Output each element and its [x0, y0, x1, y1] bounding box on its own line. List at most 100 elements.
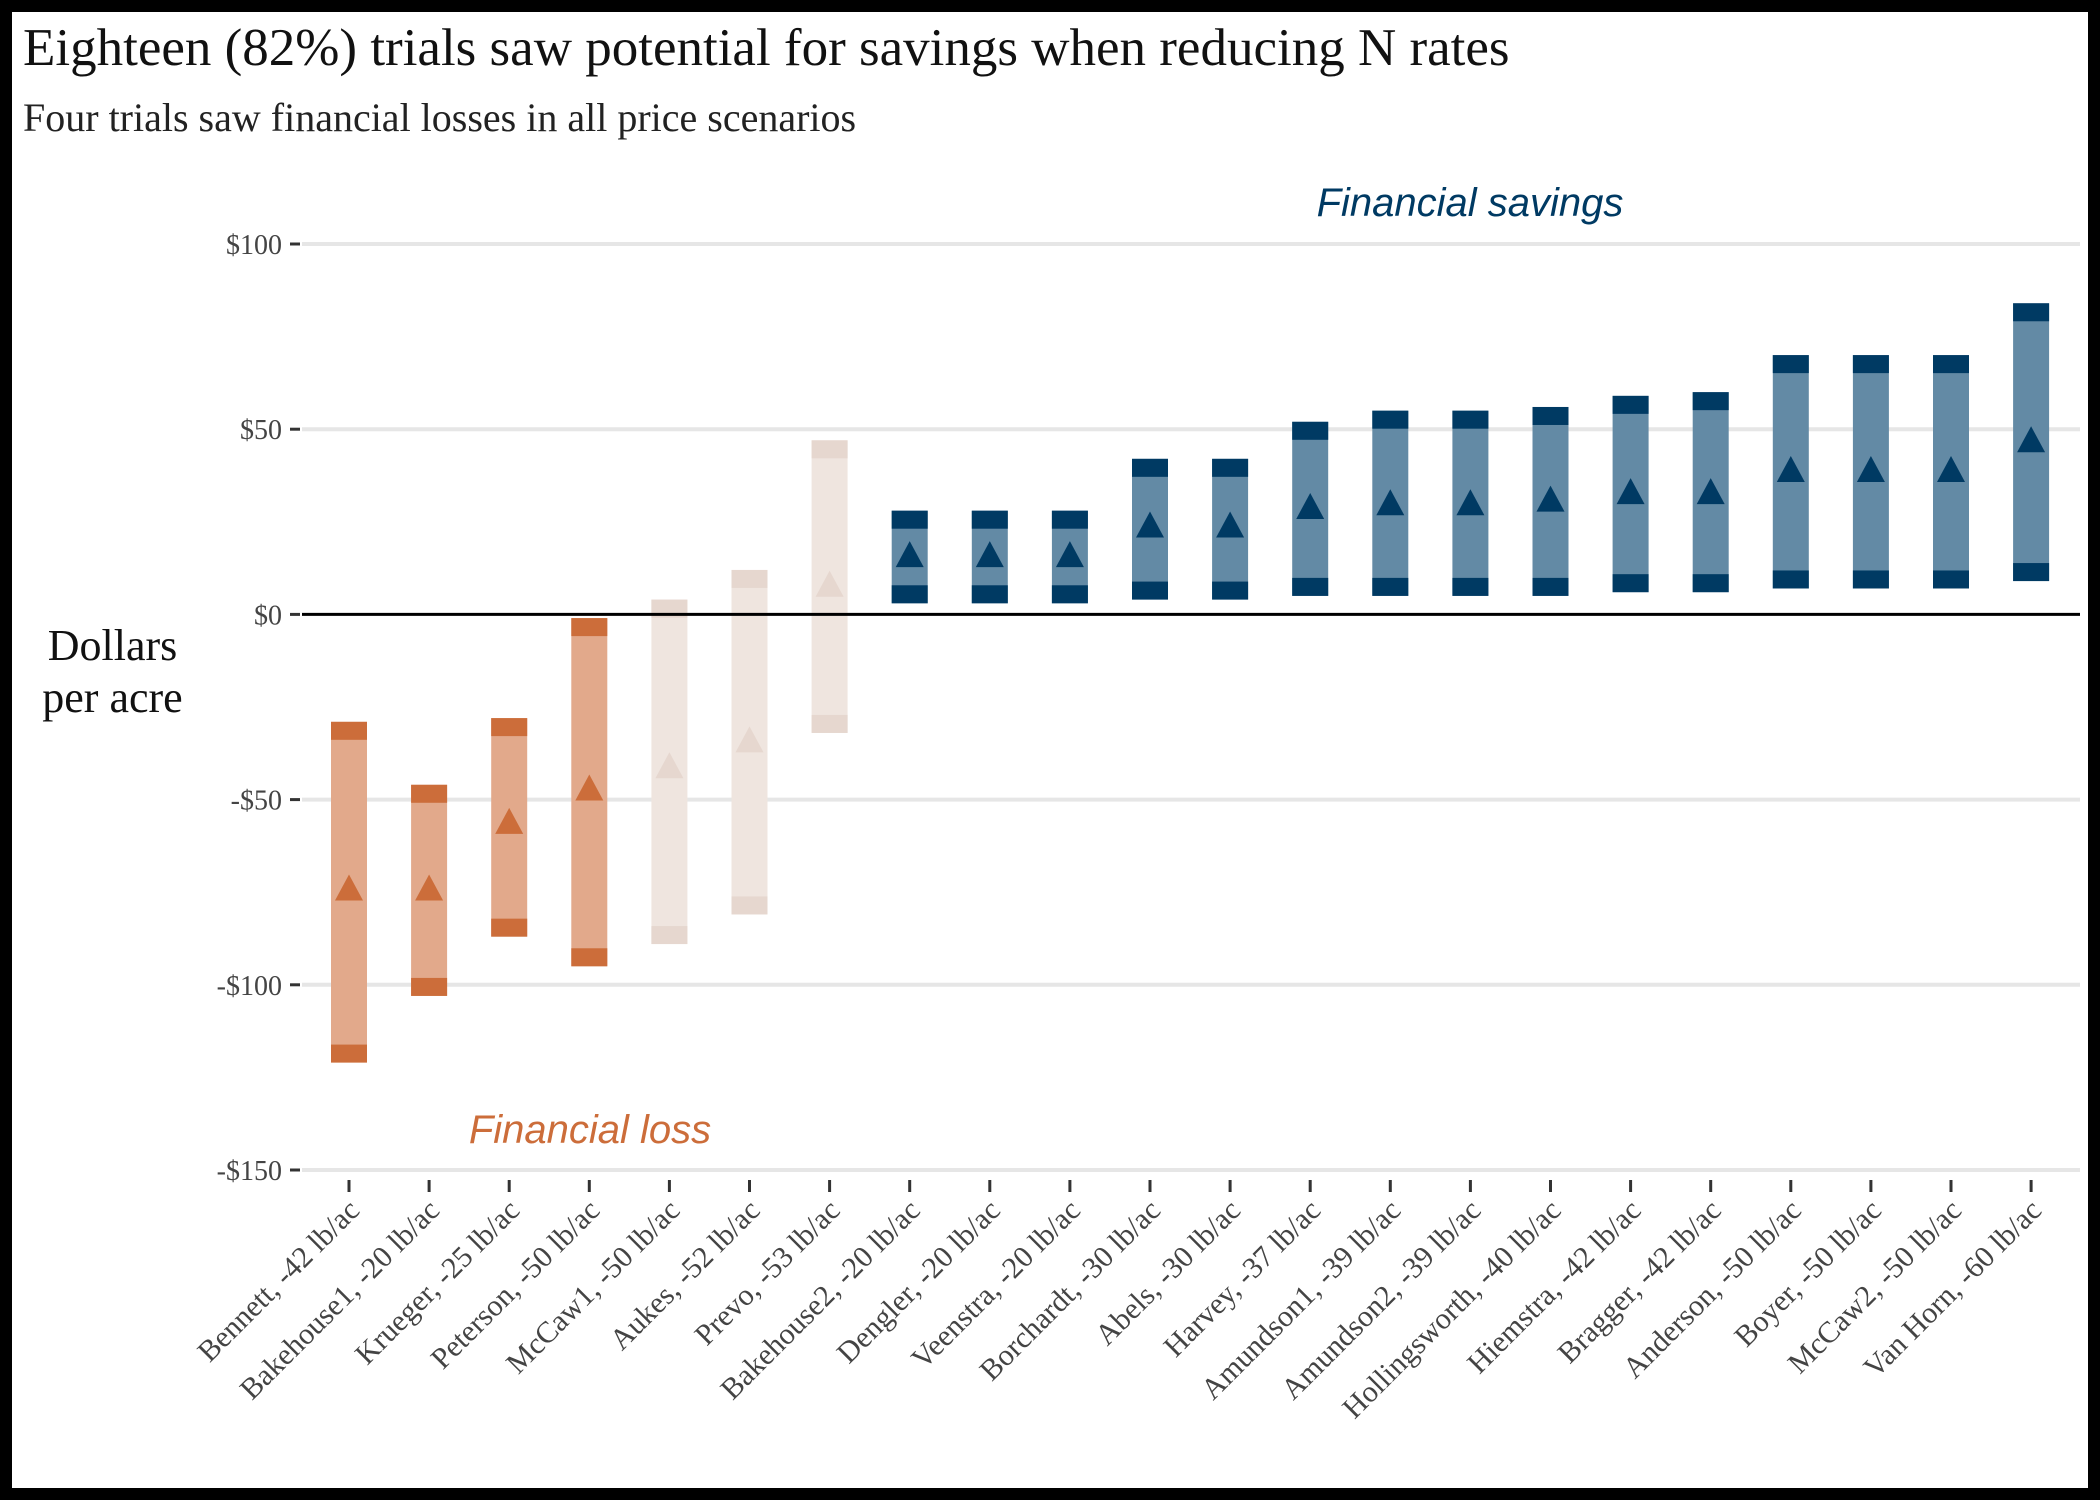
range-bar — [1612, 395, 1649, 593]
y-axis-label-line-2: per acre — [42, 673, 183, 722]
range-bar — [1132, 458, 1168, 600]
y-tick-label: -$150 — [217, 1156, 282, 1187]
midpoint-triangle-marker — [1376, 489, 1405, 516]
range-bar-low-cap — [651, 926, 688, 945]
annotation-financial-loss: Financial loss — [469, 1108, 711, 1152]
midpoint-triangle-marker — [735, 726, 764, 753]
range-bar — [1051, 510, 1088, 604]
bars — [331, 303, 2050, 1063]
range-bar-low-cap — [411, 977, 448, 996]
range-bar — [2013, 303, 2050, 582]
range-bar-high-cap — [1212, 458, 1249, 477]
range-bar-high-cap — [891, 510, 928, 529]
y-tick-label: $50 — [240, 415, 282, 446]
range-bar-low-cap — [1612, 574, 1649, 593]
range-bar — [811, 440, 848, 733]
midpoint-triangle-marker — [415, 874, 444, 901]
range-bar — [1372, 410, 1409, 596]
range-bar-high-cap — [571, 618, 608, 637]
range-bar-chart: $100 $50 $0 -$50 -$100 -$150 Bennett, -42 lb/… — [191, 181, 2080, 1425]
range-bar-high-cap — [1692, 392, 1729, 411]
y-axis-label-line-1: Dollars — [47, 621, 178, 670]
range-bar-low-cap — [1132, 581, 1168, 600]
range-bar — [1692, 392, 1729, 593]
midpoint-triangle-marker — [495, 807, 524, 834]
range-bar — [491, 718, 528, 937]
range-bar — [331, 721, 367, 1063]
range-bar-low-cap — [891, 585, 928, 604]
range-bar-low-cap — [331, 1044, 367, 1063]
midpoint-triangle-marker — [335, 874, 363, 901]
range-bar — [411, 784, 448, 996]
range-bar-high-cap — [411, 784, 448, 803]
midpoint-triangle-marker — [1216, 511, 1245, 538]
y-tick-label: -$100 — [217, 971, 282, 1002]
range-bar — [1532, 406, 1569, 596]
range-bar-high-cap — [1452, 410, 1489, 429]
gridlines — [302, 242, 2080, 1172]
range-bar — [651, 599, 688, 945]
range-bar-high-cap — [1532, 406, 1569, 425]
range-bar-low-cap — [811, 714, 848, 733]
range-bar-low-cap — [1772, 570, 1809, 589]
chart-subtitle: Four trials saw financial losses in all … — [23, 95, 857, 140]
range-bar — [1452, 410, 1489, 596]
midpoint-triangle-marker — [1696, 478, 1725, 505]
range-bar — [1852, 355, 1889, 589]
range-bar-high-cap — [1132, 458, 1168, 477]
midpoint-triangle-marker — [655, 752, 684, 779]
y-tick-label: -$50 — [231, 786, 282, 817]
range-bar-high-cap — [491, 718, 528, 737]
y-axis: $100 $50 $0 -$50 -$100 -$150 — [217, 230, 300, 1187]
chart-title: Eighteen (82%) trials saw potential for … — [23, 19, 1510, 77]
range-bar-low-cap — [2013, 563, 2050, 582]
y-axis-label: Dollars per acre — [20, 620, 205, 724]
range-bar — [571, 618, 608, 967]
midpoint-triangle-marker — [575, 774, 604, 801]
range-bar-high-cap — [1612, 395, 1649, 414]
midpoint-triangle-marker — [1456, 489, 1485, 516]
midpoint-triangle-marker — [1536, 485, 1565, 512]
y-tick-label: $0 — [254, 600, 282, 631]
midpoint-triangle-marker — [2017, 426, 2046, 453]
midpoint-triangle-marker — [1296, 492, 1325, 519]
range-bar — [1292, 421, 1329, 596]
range-bar — [971, 510, 1008, 604]
midpoint-triangle-marker — [1937, 455, 1965, 482]
range-bar-low-cap — [971, 585, 1008, 604]
range-bar-low-cap — [491, 918, 528, 937]
range-bar-high-cap — [2013, 303, 2050, 322]
range-bar-high-cap — [1852, 355, 1889, 374]
range-bar-high-cap — [1372, 410, 1409, 429]
range-bar-high-cap — [331, 721, 367, 740]
range-bar-high-cap — [811, 440, 848, 459]
range-bar — [1772, 355, 1809, 589]
midpoint-triangle-marker — [1776, 455, 1805, 482]
range-bar-high-cap — [1933, 355, 1969, 374]
range-bar-low-cap — [1452, 577, 1489, 596]
range-bar-low-cap — [1852, 570, 1889, 589]
chart-frame: Eighteen (82%) trials saw potential for … — [12, 12, 2088, 1488]
range-bar — [731, 569, 768, 915]
range-bar — [1212, 458, 1249, 600]
range-bar-low-cap — [731, 896, 768, 915]
midpoint-triangle-marker — [1055, 541, 1084, 568]
midpoint-triangle-marker — [1136, 511, 1164, 538]
range-bar-low-cap — [1212, 581, 1249, 600]
range-bar-low-cap — [1292, 577, 1329, 596]
range-bar — [1933, 355, 1969, 589]
midpoint-triangle-marker — [895, 541, 924, 568]
y-tick-label: $100 — [226, 230, 282, 261]
range-bar-high-cap — [731, 569, 768, 588]
range-bar-high-cap — [1772, 355, 1809, 374]
range-bar-low-cap — [1933, 570, 1969, 589]
range-bar-low-cap — [1372, 577, 1409, 596]
range-bar-high-cap — [1051, 510, 1088, 529]
midpoint-triangle-marker — [975, 541, 1004, 568]
range-bar-low-cap — [1532, 577, 1569, 596]
midpoint-triangle-marker — [1616, 478, 1645, 505]
range-bar — [891, 510, 928, 604]
midpoint-triangle-marker — [1856, 455, 1885, 482]
range-bar-low-cap — [1051, 585, 1088, 604]
